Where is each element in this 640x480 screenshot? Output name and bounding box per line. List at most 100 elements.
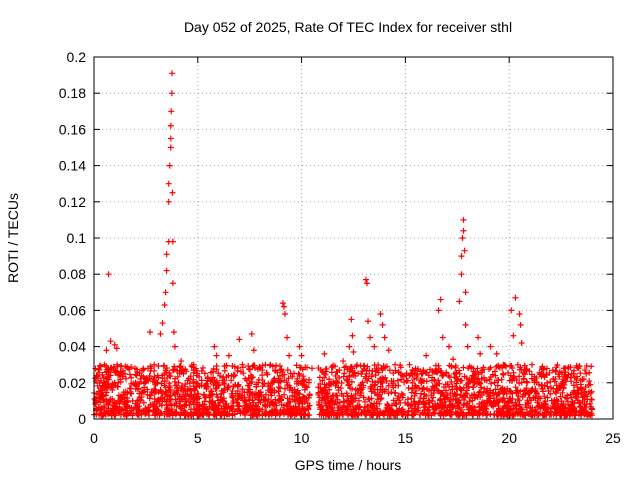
data-point: [373, 365, 380, 372]
data-point: [181, 383, 188, 390]
plot-frame: [93, 56, 614, 420]
data-point: [438, 403, 445, 410]
data-point: [431, 406, 438, 413]
data-points: [91, 70, 595, 419]
data-point: [437, 410, 444, 417]
data-point: [406, 361, 413, 368]
data-point: [223, 411, 230, 418]
data-point: [234, 396, 241, 403]
data-point: [448, 378, 455, 385]
data-point: [140, 399, 147, 406]
data-point: [147, 392, 154, 399]
data-point: [539, 388, 546, 395]
data-point: [350, 371, 357, 378]
data-point: [165, 198, 172, 205]
data-point: [584, 396, 591, 403]
data-point: [568, 394, 575, 401]
data-point: [163, 369, 170, 376]
data-point: [586, 369, 593, 376]
data-point: [218, 405, 225, 412]
data-point: [394, 395, 401, 402]
data-point: [293, 362, 300, 369]
data-point: [495, 363, 502, 370]
data-point: [171, 343, 178, 350]
data-point: [378, 379, 385, 386]
x-tick-label: 25: [605, 430, 621, 446]
data-point: [486, 376, 493, 383]
x-tick-label: 5: [194, 430, 202, 446]
data-point: [274, 409, 281, 416]
data-point: [421, 407, 428, 414]
data-point: [536, 402, 543, 409]
data-point: [562, 369, 569, 376]
data-point: [122, 388, 129, 395]
y-tick-label: 0.2: [67, 49, 87, 65]
data-point: [476, 404, 483, 411]
data-point: [494, 382, 501, 389]
data-point: [231, 408, 238, 415]
data-point: [144, 376, 151, 383]
data-point: [368, 411, 375, 418]
data-point: [99, 371, 106, 378]
data-point: [553, 390, 560, 397]
data-point: [346, 381, 353, 388]
data-point: [229, 363, 236, 369]
data-point: [515, 393, 522, 400]
data-point: [177, 412, 184, 419]
data-point: [168, 108, 175, 115]
data-point: [476, 410, 483, 417]
data-point: [382, 374, 389, 381]
data-point: [399, 392, 406, 399]
data-point: [169, 70, 176, 77]
data-point: [470, 378, 477, 385]
data-point: [115, 407, 122, 414]
data-point: [588, 405, 595, 412]
data-point: [479, 405, 486, 412]
data-point: [391, 412, 398, 419]
data-point: [516, 311, 523, 318]
x-tick-labels: 0 5 10 15 20 25: [90, 430, 621, 446]
data-point: [399, 406, 406, 413]
data-point: [284, 381, 291, 388]
data-point: [480, 406, 487, 413]
data-point: [186, 398, 193, 405]
data-point: [347, 385, 354, 392]
data-point: [498, 386, 505, 393]
data-point: [321, 350, 328, 357]
data-point: [376, 400, 383, 407]
data-point: [236, 336, 243, 343]
data-point: [159, 320, 166, 327]
data-point: [224, 384, 231, 391]
data-point: [257, 399, 264, 406]
data-point: [359, 368, 366, 375]
data-point: [549, 367, 556, 374]
data-point: [201, 405, 208, 412]
data-point: [395, 382, 402, 389]
data-point: [583, 401, 590, 408]
data-point: [174, 367, 181, 374]
data-point: [499, 370, 506, 377]
data-point: [217, 412, 224, 419]
data-point: [365, 395, 372, 402]
data-point: [264, 371, 271, 378]
data-point: [276, 372, 283, 379]
data-point: [214, 406, 221, 413]
data-point: [163, 267, 170, 274]
x-tick-label: 20: [501, 430, 517, 446]
data-point: [570, 370, 577, 377]
data-point: [116, 400, 123, 407]
data-point: [393, 401, 400, 408]
data-point: [358, 381, 365, 388]
data-point: [286, 352, 293, 359]
data-point: [201, 392, 208, 399]
data-point: [259, 377, 266, 384]
data-point: [206, 394, 213, 401]
data-point: [268, 392, 275, 399]
data-point: [124, 403, 131, 410]
data-point: [390, 397, 397, 404]
data-point: [128, 374, 135, 381]
data-point: [277, 385, 284, 392]
data-point: [240, 370, 247, 377]
data-point: [256, 406, 263, 413]
